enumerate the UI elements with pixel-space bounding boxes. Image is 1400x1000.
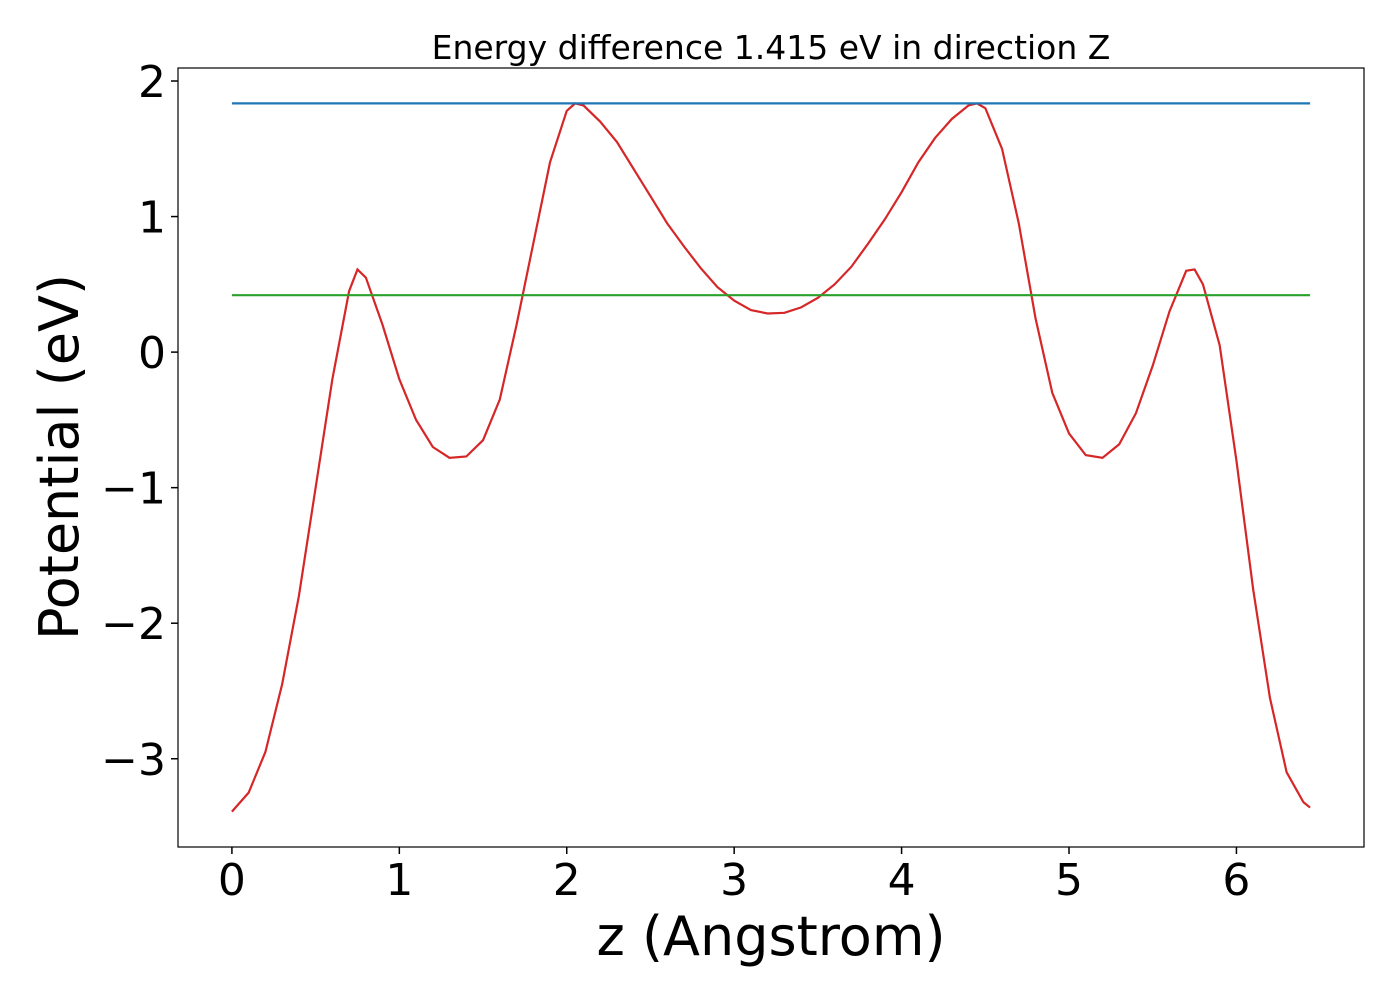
y-tick-label: −3 (101, 735, 166, 786)
x-tick-label: 4 (888, 855, 916, 906)
y-tick-label: 0 (138, 328, 166, 379)
x-tick-label: 1 (385, 855, 413, 906)
x-tick-label: 0 (218, 855, 246, 906)
y-tick-label: 1 (138, 193, 166, 244)
series-line (231, 102, 1311, 813)
y-axis-label: Potential (eV) (28, 274, 91, 640)
y-tick-label: −1 (101, 464, 166, 515)
y-tick-label: 2 (138, 57, 166, 108)
x-tick-label: 2 (553, 855, 581, 906)
x-tick-label: 5 (1055, 855, 1083, 906)
y-tick-label: −2 (101, 599, 166, 650)
x-tick-label: 3 (720, 855, 748, 906)
plot-frame (177, 67, 1365, 848)
chart-title: Energy difference 1.415 eV in direction … (432, 28, 1111, 67)
x-axis-label: z (Angstrom) (596, 905, 945, 968)
x-tick-label: 6 (1222, 855, 1250, 906)
